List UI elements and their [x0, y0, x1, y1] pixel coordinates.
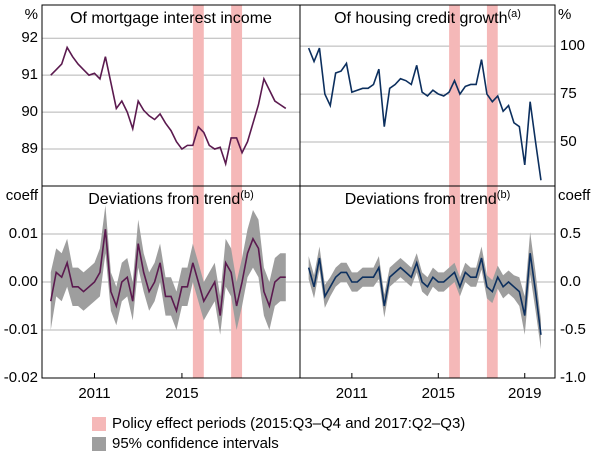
title-note: (b) [497, 189, 510, 201]
panel-title: Deviations from trend(b) [345, 189, 511, 208]
y-tick-label: 0.00 [9, 273, 38, 290]
confidence-band [308, 232, 541, 350]
x-tick-label: 2015 [165, 385, 198, 402]
y-tick-label: 91 [21, 66, 38, 83]
y-tick-label: -0.5 [560, 321, 586, 338]
title-text: Of mortgage interest income [70, 10, 272, 27]
y-tick-label: 100 [560, 37, 585, 54]
y-tick-label: 92 [21, 29, 38, 46]
y-tick-label: -0.02 [4, 369, 38, 386]
unit-label: coeff [558, 187, 591, 204]
unit-label: coeff [6, 187, 39, 204]
panel-title: Of housing credit growth(a) [334, 8, 521, 27]
panel-title: Deviations from trend(b) [88, 189, 254, 208]
title-note: (a) [507, 8, 520, 20]
unit-label: % [25, 6, 38, 23]
y-tick-label: 90 [21, 103, 38, 120]
frame [41, 4, 556, 379]
y-tick-label: -1.0 [560, 369, 586, 386]
y-tick-label: -0.01 [4, 321, 38, 338]
y-tick-label: 75 [560, 85, 577, 102]
x-tick-label: 2015 [422, 385, 455, 402]
x-tick-label: 2019 [508, 385, 541, 402]
y-tick-label: 0.0 [560, 273, 581, 290]
x-tick-label: 2011 [78, 385, 110, 402]
policy-period [192, 5, 204, 186]
y-tick-label: 50 [560, 133, 577, 150]
legend-swatch [92, 417, 106, 431]
y-tick-label: 89 [21, 140, 38, 157]
policy-period [486, 5, 498, 186]
legend-label: 95% confidence intervals [112, 435, 279, 452]
unit-label: % [558, 6, 571, 23]
policy-period [449, 5, 460, 186]
line [307, 253, 542, 335]
title-text: Deviations from trend [88, 191, 240, 208]
title-text: Of housing credit growth [334, 10, 507, 27]
line [49, 229, 286, 316]
y-tick-label: 0.01 [9, 225, 38, 242]
legend-label: Policy effect periods (2015:Q3–Q4 and 20… [112, 415, 465, 432]
title-text: Deviations from trend [345, 191, 497, 208]
confidence-band [50, 205, 286, 335]
policy-period [231, 5, 243, 186]
title-note: (b) [240, 189, 253, 201]
panel-title: Of mortgage interest income [70, 10, 272, 27]
line [50, 45, 287, 167]
x-tick-label: 2011 [336, 385, 368, 402]
y-tick-label: 0.5 [560, 225, 581, 242]
line [307, 47, 542, 181]
legend-swatch [92, 437, 106, 451]
